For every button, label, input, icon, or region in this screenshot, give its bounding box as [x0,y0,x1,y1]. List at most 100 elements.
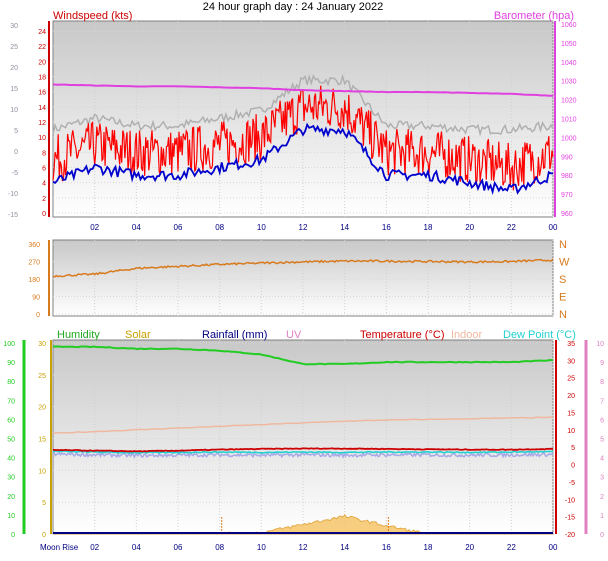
wind-tick-label: 20 [38,59,46,66]
x-tick-label: 14 [340,543,349,552]
x-tick-label: 08 [215,543,224,552]
indoor-line [52,416,553,434]
wind-left-tick-label: -15 [8,212,18,219]
x-tick-label: 00 [549,543,558,552]
solar-tick-label: 25 [38,373,46,380]
x-tick-label: 02 [90,543,99,552]
wind-left-tick-label: 20 [10,65,18,72]
moon-rise-label: Moon Rise [40,543,79,552]
x-tick-label: 16 [382,223,391,232]
baro-tick-label: 1050 [561,41,577,48]
uv-tick-label: 5 [600,437,604,444]
temp-tick-label: 30 [567,358,575,365]
uv-tick-label: 1 [600,513,604,520]
uv-tick-label: 4 [600,456,604,463]
x-tick-label: 00 [549,223,558,232]
legend-solar: Solar [125,329,151,341]
windspeed-line [52,85,554,191]
dew-point-line [52,450,554,454]
x-tick-label: 18 [424,543,433,552]
solar-tick-label: 30 [38,341,46,348]
direction-tick-label: 0 [36,312,40,319]
baro-tick-label: 1040 [561,60,577,67]
uv-tick-label: 7 [600,398,604,405]
wind-left-tick-label: 15 [10,86,18,93]
wind-left-tick-label: -5 [12,170,18,177]
x-tick-label: 12 [299,543,308,552]
legend-rainfall: Rainfall (mm) [202,329,267,341]
temp-tick-label: -15 [565,515,575,522]
temp-tick-label: -5 [569,480,575,487]
baro-tick-label: 1060 [561,22,577,29]
wind-tick-label: 0 [42,211,46,218]
x-tick-label: 06 [174,543,183,552]
humidity-tick-label: 10 [7,513,15,520]
direction-tick-label: 270 [28,260,40,267]
x-tick-label: 04 [132,223,141,232]
humidity-tick-label: 0 [11,532,15,539]
wind-tick-label: 2 [42,196,46,203]
temp-tick-label: -20 [565,532,575,539]
temp-tick-label: 10 [567,428,575,435]
uv-tick-label: 9 [600,360,604,367]
x-tick-label: 02 [90,223,99,232]
baro-tick-label: 1020 [561,98,577,105]
solar-tick-label: 20 [38,405,46,412]
x-tick-label: 16 [382,543,391,552]
legend-windspeed: Windspeed (kts) [53,10,132,22]
humidity-tick-label: 40 [7,456,15,463]
uv-tick-label: 10 [596,341,604,348]
legend-uv: UV [286,329,302,341]
baro-tick-label: 980 [561,173,573,180]
x-tick-label: 18 [424,223,433,232]
temp-tick-label: 35 [567,341,575,348]
baro-tick-label: 970 [561,192,573,199]
temp-tick-label: 20 [567,393,575,400]
temp-tick-label: -10 [565,497,575,504]
solar-tick-label: 0 [42,532,46,539]
wind-tick-label: 18 [38,75,46,82]
legend-temperature: Temperature (°C) [360,329,444,341]
direction-panel [52,239,554,317]
temp-tick-label: 25 [567,376,575,383]
humidity-tick-label: 30 [7,475,15,482]
wind-left-tick-label: 30 [10,23,18,30]
graph-title: 24 hour graph day : 24 January 2022 [203,1,383,13]
uv-tick-label: 6 [600,417,604,424]
direction-line [52,258,554,278]
humidity-tick-label: 70 [7,398,15,405]
legend-barometer: Barometer (hpa) [494,10,574,22]
gust-line [52,73,554,137]
baro-tick-label: 1030 [561,79,577,86]
direction-tick-label: 180 [28,277,40,284]
humidity-line [52,345,554,366]
baro-tick-label: 990 [561,154,573,161]
wind-tick-label: 22 [38,44,46,51]
wind-tick-label: 16 [38,90,46,97]
wind-left-tick-label: -10 [8,191,18,198]
compass-label: S [559,274,566,286]
barometer-line [52,83,554,97]
x-tick-label: 20 [465,223,474,232]
uv-tick-label: 0 [600,532,604,539]
temperature-line [52,447,554,453]
wind-panel [52,20,554,218]
humidity-tick-label: 90 [7,360,15,367]
wind-left-tick-label: 25 [10,44,18,51]
x-tick-label: 14 [340,223,349,232]
x-tick-label: 08 [215,223,224,232]
humidity-tick-label: 100 [3,341,15,348]
x-tick-label: 12 [299,223,308,232]
x-tick-label: 10 [257,223,266,232]
solar-tick-label: 5 [42,500,46,507]
wind-tick-label: 6 [42,166,46,173]
wind-left-tick-label: 0 [14,149,18,156]
wind-tick-label: 4 [42,181,46,188]
wind-average-line [52,122,553,196]
uv-tick-label: 3 [600,475,604,482]
wind-left-tick-label: 10 [10,107,18,114]
wind-tick-label: 14 [38,105,46,112]
dew-scatter-line [52,451,554,459]
direction-tick-label: 360 [28,242,40,249]
